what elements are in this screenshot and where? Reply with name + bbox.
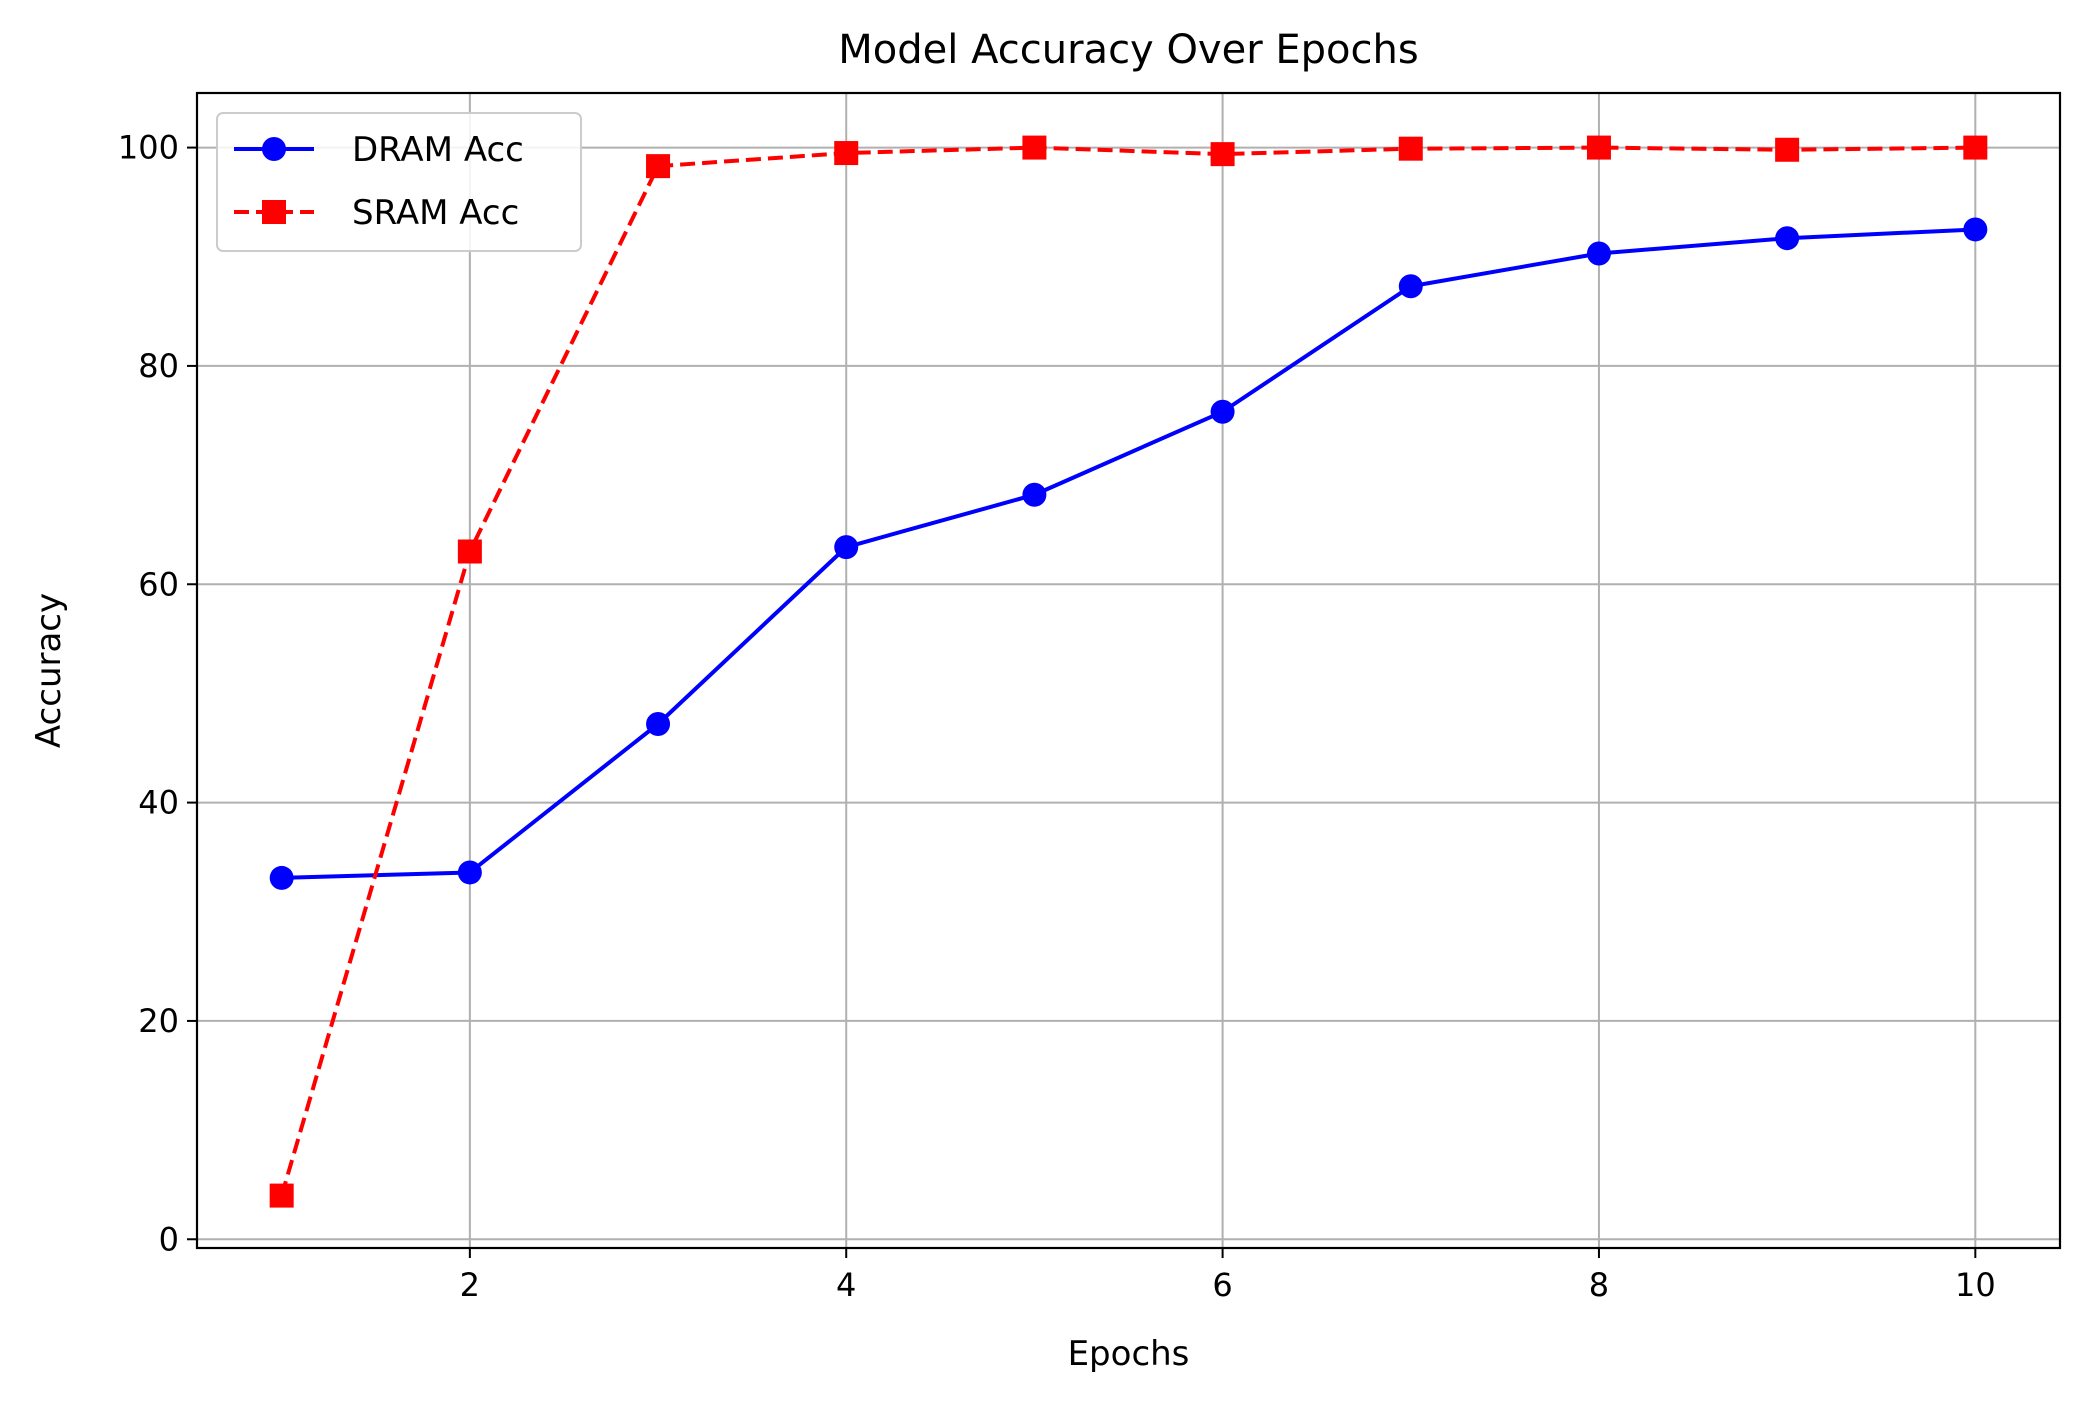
plot-area: [197, 93, 2060, 1248]
data-point: [457, 539, 482, 564]
data-point: [1398, 136, 1423, 161]
legend-marker: [262, 137, 286, 161]
data-point: [269, 1183, 294, 1208]
data-point: [1963, 217, 1988, 242]
data-point: [1398, 274, 1423, 299]
y-tick-label: 60: [138, 565, 179, 603]
y-tick-label: 100: [118, 129, 179, 167]
y-axis-label: Accuracy: [29, 593, 69, 748]
y-tick-label: 40: [138, 784, 179, 822]
y-tick-label: 20: [138, 1002, 179, 1040]
plot-frame: [195, 91, 2062, 1250]
x-axis-label: Epochs: [1068, 1334, 1190, 1374]
data-point: [1586, 241, 1611, 266]
legend-label: SRAM Acc: [352, 193, 519, 233]
data-point: [646, 154, 671, 179]
x-tick-label: 2: [460, 1266, 480, 1304]
x-tick-label: 10: [1955, 1266, 1996, 1304]
data-point: [457, 860, 482, 885]
data-point: [834, 141, 859, 166]
data-point: [834, 535, 859, 560]
data-point: [1022, 135, 1047, 160]
data-point: [269, 865, 294, 890]
series-layer: [269, 135, 1988, 1208]
series-dram-acc: [269, 217, 1988, 890]
legend-label: DRAM Acc: [352, 130, 524, 170]
x-tick-label: 8: [1589, 1266, 1609, 1304]
data-point: [1775, 226, 1800, 251]
x-tick-label: 6: [1212, 1266, 1232, 1304]
data-point: [1586, 135, 1611, 160]
data-point: [1963, 135, 1988, 160]
y-tick-label: 0: [159, 1220, 179, 1258]
legend: DRAM Acc SRAM Acc: [216, 112, 582, 252]
legend-marker: [262, 200, 286, 224]
data-point: [1775, 137, 1800, 162]
series-sram-acc: [269, 135, 1988, 1208]
y-tick-label: 80: [138, 347, 179, 385]
data-point: [1210, 399, 1235, 424]
x-tick-label: 4: [836, 1266, 856, 1304]
data-point: [1210, 142, 1235, 167]
data-point: [1022, 482, 1047, 507]
series-line: [281, 227, 1976, 880]
series-line: [279, 145, 1976, 1197]
chart-title: Model Accuracy Over Epochs: [838, 27, 1418, 73]
data-point: [646, 711, 671, 736]
